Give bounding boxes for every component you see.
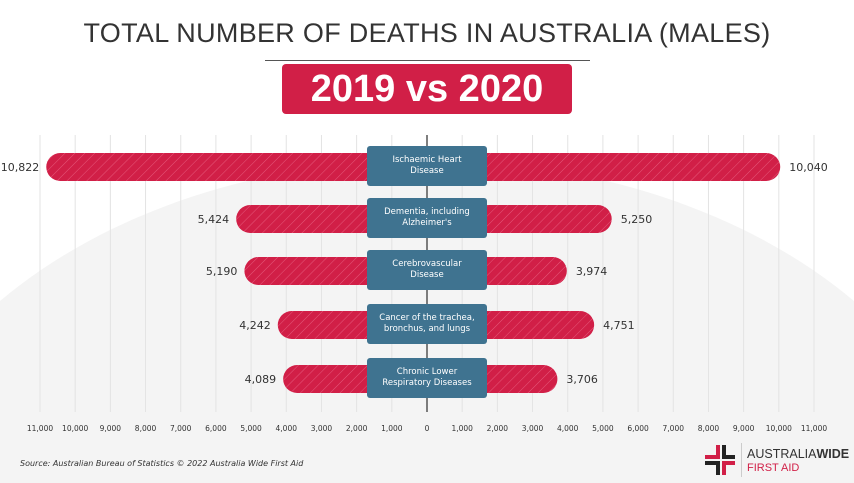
value-label-left: 5,190: [206, 265, 238, 278]
source-note: Source: Australian Bureau of Statistics …: [20, 459, 304, 468]
x-tick-label: 7,000: [170, 424, 192, 433]
chart-title: TOTAL NUMBER OF DEATHS IN AUSTRALIA (MAL…: [83, 18, 771, 48]
category-label: Disease: [410, 166, 443, 176]
bar-right: [417, 153, 781, 181]
category-label: Cancer of the trachea,: [379, 313, 474, 323]
category-label: bronchus, and lungs: [384, 324, 471, 334]
chart-subtitle-badge: 2019 vs 2020: [282, 64, 572, 114]
x-tick-label: 9,000: [733, 424, 755, 433]
x-tick-label: 4,000: [276, 424, 298, 433]
x-tick-label: 2,000: [346, 424, 368, 433]
x-tick-label: 1,000: [451, 424, 473, 433]
x-tick-label: 1,000: [381, 424, 403, 433]
x-tick-label: 8,000: [135, 424, 157, 433]
value-label-right: 5,250: [621, 213, 653, 226]
value-label-left: 4,242: [239, 319, 271, 332]
category-box: [367, 250, 487, 290]
category-label: Cerebrovascular: [392, 259, 462, 269]
logo-text: AUSTRALIAWIDE: [747, 447, 850, 461]
x-tick-label: 5,000: [592, 424, 614, 433]
category-box: [367, 304, 487, 344]
category-label: Alzheimer's: [402, 218, 452, 228]
logo-divider: [741, 443, 742, 477]
x-tick-label: 10,000: [62, 424, 88, 433]
category-label: Chronic Lower: [397, 367, 458, 377]
x-tick-label: 7,000: [663, 424, 685, 433]
brand-logo: AUSTRALIAWIDE FIRST AID: [705, 443, 849, 477]
x-tick-label: 11,000: [801, 424, 827, 433]
x-tick-label: 10,000: [766, 424, 792, 433]
value-label-right: 10,040: [789, 161, 828, 174]
x-tick-label: 0: [425, 424, 430, 433]
x-tick-label: 11,000: [27, 424, 53, 433]
value-label-right: 3,974: [576, 265, 608, 278]
cross-logo-icon: [705, 445, 735, 475]
value-label-left: 5,424: [198, 213, 230, 226]
value-label-left: 4,089: [245, 373, 277, 386]
value-label-right: 4,751: [603, 319, 635, 332]
bar-left: [46, 153, 438, 181]
value-label-right: 3,706: [566, 373, 598, 386]
value-label-left: 10,822: [1, 161, 40, 174]
x-tick-label: 3,000: [311, 424, 333, 433]
x-tick-label: 8,000: [698, 424, 720, 433]
category-box: [367, 198, 487, 238]
title-divider: [265, 60, 590, 61]
category-box: [367, 146, 487, 186]
x-tick-label: 3,000: [522, 424, 544, 433]
category-box: [367, 358, 487, 398]
logo-subtext: FIRST AID: [747, 462, 800, 474]
x-tick-label: 6,000: [205, 424, 227, 433]
category-label: Disease: [410, 270, 443, 280]
x-tick-label: 6,000: [627, 424, 649, 433]
x-tick-label: 2,000: [487, 424, 509, 433]
category-label: Ischaemic Heart: [392, 155, 462, 165]
category-label: Respiratory Diseases: [382, 378, 472, 388]
x-tick-label: 9,000: [100, 424, 122, 433]
x-tick-label: 4,000: [557, 424, 579, 433]
x-tick-label: 5,000: [240, 424, 262, 433]
category-label: Dementia, including: [384, 207, 470, 217]
